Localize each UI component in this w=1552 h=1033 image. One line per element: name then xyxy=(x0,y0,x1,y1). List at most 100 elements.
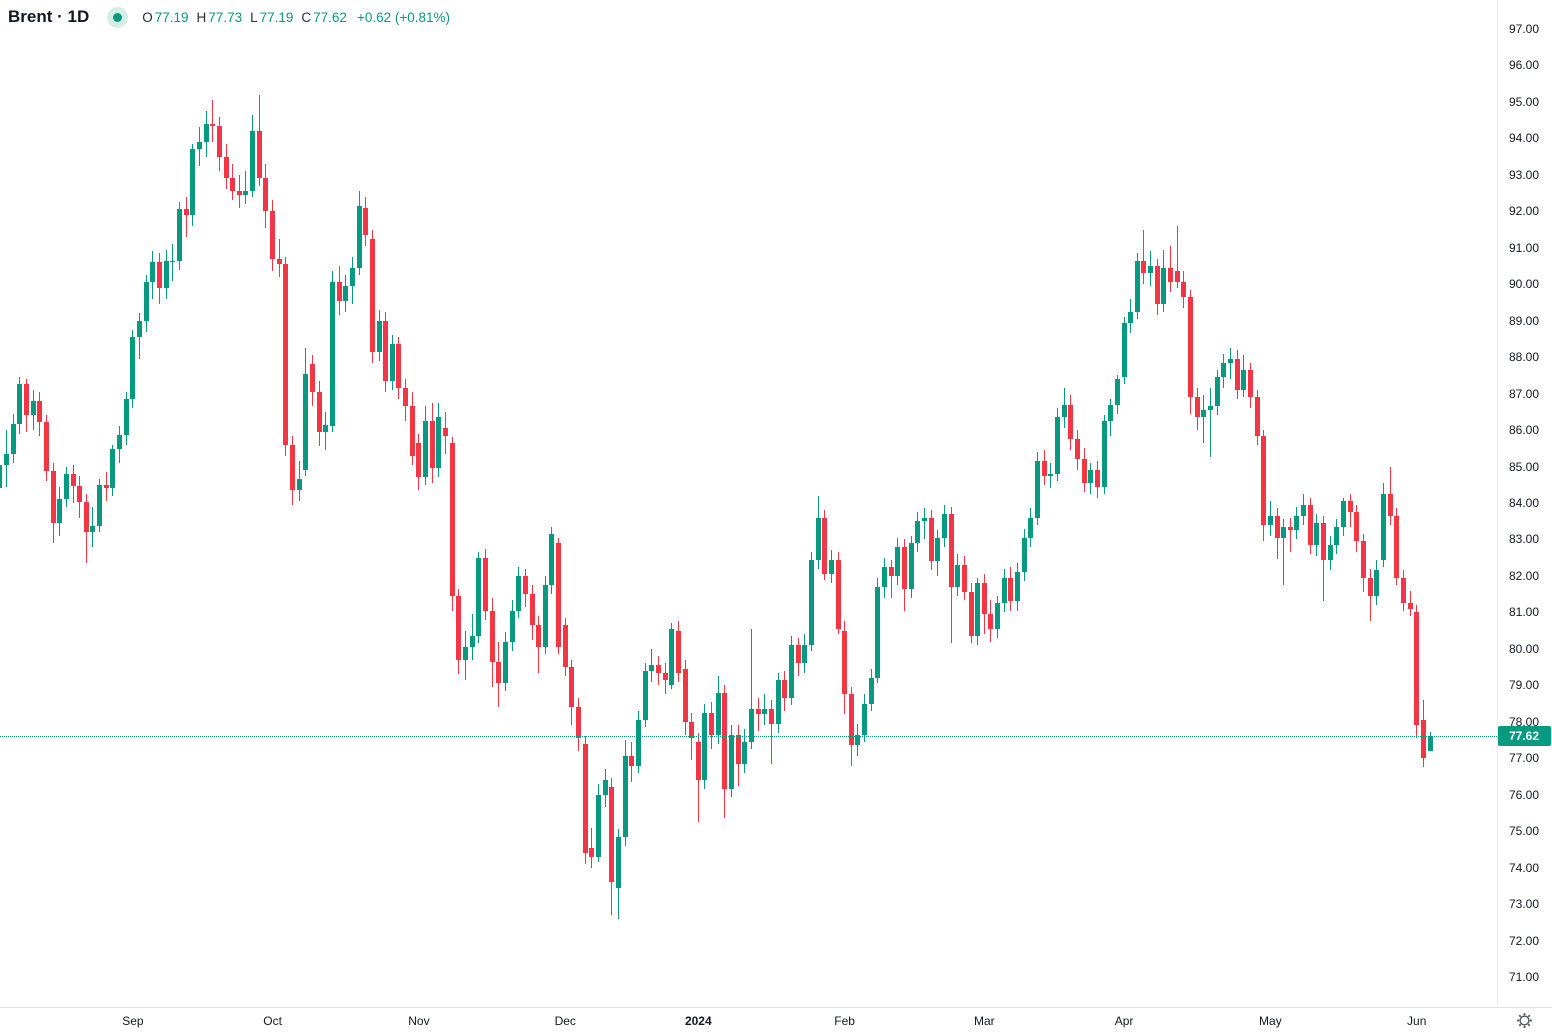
candle-body xyxy=(1427,735,1433,752)
price-tick-label: 97.00 xyxy=(1509,22,1540,36)
candle-body xyxy=(356,205,362,268)
price-tick-label: 82.00 xyxy=(1509,568,1540,583)
market-status-core xyxy=(113,12,123,22)
candle-body xyxy=(715,692,721,735)
candle-body xyxy=(1301,504,1307,516)
candle-wick xyxy=(1203,395,1205,443)
candle-body xyxy=(675,630,681,673)
candle-body xyxy=(596,794,602,857)
candle-body xyxy=(968,592,974,637)
candle-body xyxy=(669,628,675,686)
candle-body xyxy=(1307,504,1313,545)
candle-body xyxy=(902,546,908,589)
candle-body xyxy=(77,486,83,502)
price-axis[interactable]: 97.00 96.00 95.00 94.00 93.00 92.00 91.00 90.00… xyxy=(1497,0,1552,1007)
candle-body xyxy=(1061,404,1067,418)
candle-body xyxy=(1387,493,1393,516)
symbol-title[interactable]: Brent · 1D xyxy=(8,7,90,26)
candle-body xyxy=(270,211,276,259)
price-tick-label: 92.00 xyxy=(1509,204,1540,219)
candle-body xyxy=(323,424,329,432)
settings-button[interactable] xyxy=(1497,1007,1552,1033)
candle-body xyxy=(1234,358,1240,390)
candle-body xyxy=(130,337,136,400)
price-tick-label: 76.00 xyxy=(1509,787,1540,802)
candle-body xyxy=(1088,470,1094,483)
price-tick-label: 85.00 xyxy=(1509,459,1540,474)
candle-body xyxy=(1267,515,1273,525)
close-label: C xyxy=(301,9,312,25)
price-tick-label: 77.00 xyxy=(1509,751,1540,766)
candle-body xyxy=(1241,369,1247,390)
candle-body xyxy=(1294,515,1300,531)
candle-body xyxy=(782,679,788,699)
candle-body xyxy=(609,787,615,883)
candle-body xyxy=(423,420,429,478)
candle-wick xyxy=(1210,388,1211,458)
candle-body xyxy=(329,282,335,427)
price-tick-label: 81.00 xyxy=(1509,605,1540,620)
time-axis[interactable]: Sep Oct Nov Dec 2024 Feb Mar Apr May Jun xyxy=(0,1007,1552,1033)
candle-body xyxy=(203,123,209,143)
candle-body xyxy=(383,320,389,381)
candle-body xyxy=(1334,526,1340,545)
current-price-line xyxy=(0,736,1497,737)
candle-body xyxy=(416,442,422,478)
candle-body xyxy=(1367,577,1373,596)
candle-body xyxy=(602,780,608,795)
current-price-badge: 77.62 xyxy=(1498,726,1551,746)
candle-body xyxy=(462,647,468,660)
low-label: L xyxy=(250,9,258,25)
candle-body xyxy=(396,344,402,389)
candle-body xyxy=(150,262,156,283)
candle-body xyxy=(1221,362,1227,378)
price-tick-label: 91.00 xyxy=(1509,240,1540,255)
price-tick-label: 89.00 xyxy=(1509,313,1540,328)
change-value: +0.62 (+0.81%) xyxy=(356,9,451,25)
time-tick-label: 2024 xyxy=(684,1014,712,1028)
candle-body xyxy=(43,422,49,471)
candle-body xyxy=(1188,296,1194,398)
candle-body xyxy=(90,526,96,532)
candle-body xyxy=(1327,544,1333,560)
candle-body xyxy=(848,694,854,746)
price-tick-label: 96.00 xyxy=(1509,58,1540,73)
candle-body xyxy=(689,721,695,739)
candle-body xyxy=(1048,473,1054,476)
candle-body xyxy=(190,149,196,215)
candle-body xyxy=(828,559,834,575)
candle-body xyxy=(429,420,435,469)
candle-body xyxy=(1361,541,1366,578)
market-status-icon[interactable] xyxy=(107,6,129,28)
price-tick-label: 74.00 xyxy=(1509,860,1540,875)
candle-body xyxy=(1161,267,1167,305)
candle-body xyxy=(941,513,947,538)
candle-body xyxy=(642,670,648,720)
candle-body xyxy=(749,709,755,742)
time-tick-label: Sep xyxy=(122,1014,144,1028)
candle-body xyxy=(183,209,189,215)
candle-body xyxy=(263,178,269,212)
price-tick-label: 72.00 xyxy=(1509,933,1540,948)
candle-body xyxy=(921,517,927,522)
candle-body xyxy=(1341,501,1347,527)
time-tick-label: Feb xyxy=(834,1014,855,1028)
candle-body xyxy=(868,678,874,704)
candle-body xyxy=(309,364,315,392)
gear-icon xyxy=(1517,1012,1532,1028)
candle-body xyxy=(788,645,794,699)
candle-body xyxy=(1407,603,1413,609)
candle-body xyxy=(768,709,774,724)
chart-plot-area[interactable] xyxy=(0,0,1497,1007)
candle-body xyxy=(137,320,143,338)
candle-body xyxy=(722,692,728,790)
candle-body xyxy=(1001,577,1007,604)
candle-body xyxy=(496,661,502,684)
candle-body xyxy=(1134,260,1140,312)
candle-body xyxy=(815,517,821,560)
candle-body xyxy=(1247,369,1253,398)
candle-body xyxy=(176,209,182,261)
candle-body xyxy=(1055,417,1061,474)
time-tick-label: Jun xyxy=(1407,1014,1427,1028)
candle-body xyxy=(729,734,735,790)
